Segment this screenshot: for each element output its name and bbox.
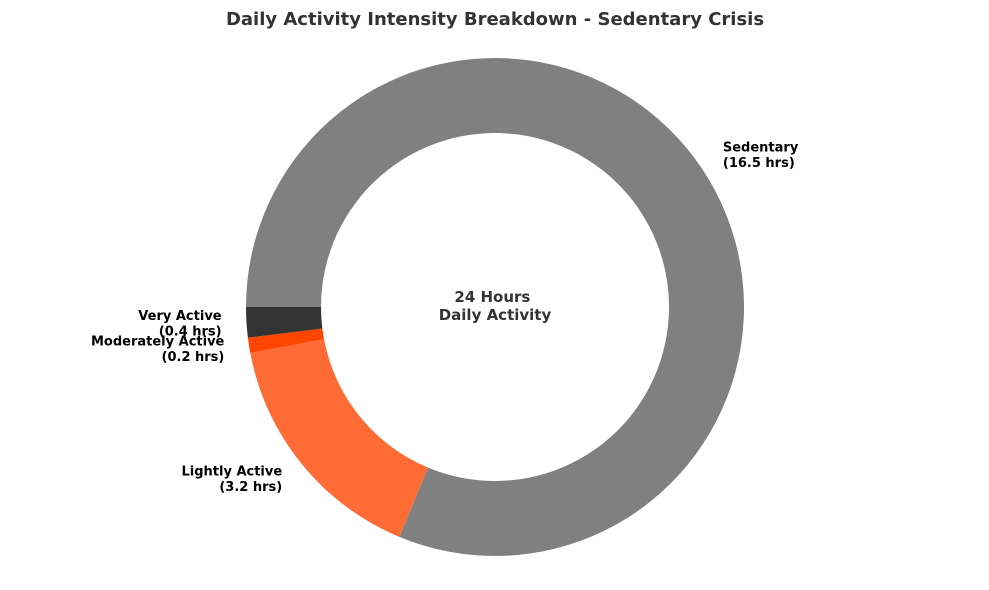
center-label-line-2: Daily Activity [439, 306, 552, 324]
slice-label-line: Very Active [138, 309, 221, 324]
slice-label-line: (3.2 hrs) [219, 480, 282, 495]
slice-moderately-active [247, 328, 324, 353]
slice-label-lightly-active: Lightly Active (3.2 hrs) [181, 465, 282, 496]
slice-label-moderately-active: Moderately Active (0.2 hrs) [91, 334, 225, 365]
slice-labels: Sedentary (16.5 hrs) Lightly Active (3.2 hr… [91, 140, 799, 495]
center-label: 24 Hours Daily Activity [439, 288, 552, 324]
slice-lightly-active [250, 339, 429, 537]
slice-label-line: (0.4 hrs) [159, 325, 222, 340]
slice-very-active [246, 307, 323, 338]
slice-sedentary [246, 57, 744, 557]
slice-label-very-active: Very Active (0.4 hrs) [138, 309, 221, 340]
slice-label-line: Lightly Active [181, 465, 282, 480]
slice-label-line: (16.5 hrs) [723, 156, 795, 171]
center-label-line-1: 24 Hours [454, 288, 530, 306]
donut-slices [246, 57, 744, 557]
slice-label-line: Sedentary [723, 140, 799, 155]
slice-label-line: (0.2 hrs) [162, 350, 225, 365]
slice-label-sedentary: Sedentary (16.5 hrs) [723, 140, 799, 171]
chart-title: Daily Activity Intensity Breakdown - Sed… [226, 9, 764, 30]
slice-label-line: Moderately Active [91, 334, 225, 349]
